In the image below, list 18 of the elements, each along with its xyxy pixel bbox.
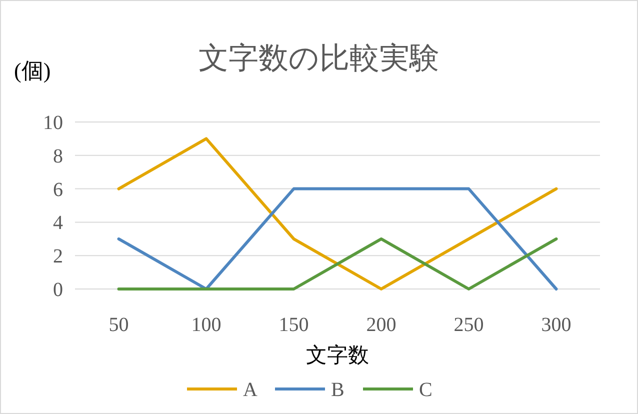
x-tick-label: 100 xyxy=(191,314,222,336)
y-tick-label: 10 xyxy=(43,112,63,134)
y-tick-label: 8 xyxy=(53,145,63,168)
legend-label: C xyxy=(419,379,432,401)
y-tick-label: 6 xyxy=(53,178,63,201)
y-tick-label: 2 xyxy=(53,246,63,268)
legend-label: B xyxy=(331,379,344,401)
x-tick-label: 200 xyxy=(366,314,396,336)
x-tick-label: 50 xyxy=(108,314,129,336)
chart-title: 文字数の比較実験 xyxy=(198,42,440,75)
y-tick-label: 0 xyxy=(53,279,63,301)
y-tick-label: 4 xyxy=(53,212,63,234)
x-tick-label: 250 xyxy=(454,314,484,336)
legend-label: A xyxy=(243,379,258,401)
x-tick-label: 150 xyxy=(278,314,309,336)
x-axis-title: 文字数 xyxy=(306,343,369,367)
x-tick-label: 300 xyxy=(541,314,572,336)
y-axis-title: (個) xyxy=(14,58,51,83)
